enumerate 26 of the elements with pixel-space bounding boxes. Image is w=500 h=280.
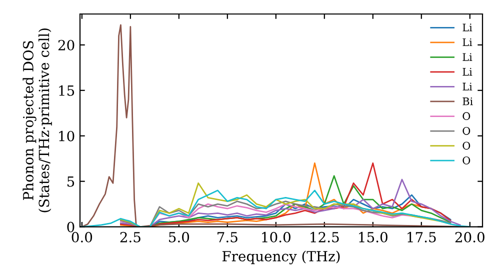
legend-label: O	[462, 142, 470, 150]
y-axis-title: Phonon projected DOS (States/THz·primitive cell)	[22, 28, 52, 212]
legend-label: Li	[462, 38, 472, 46]
x-tick-label: 17.5	[408, 232, 436, 242]
y-tick-label: 5	[67, 176, 74, 187]
x-tick-label: 5.0	[169, 232, 190, 242]
y-tick-label: 20	[58, 40, 74, 50]
y-tick-label: 0	[67, 222, 74, 232]
x-tick-label: 20.0	[455, 232, 484, 242]
legend-label: Bi	[462, 97, 473, 106]
legend-label: O	[462, 126, 470, 135]
y-tick-label: 15	[59, 85, 74, 96]
x-tick-label: 12.5	[310, 232, 339, 242]
x-tick-label: 15.0	[359, 232, 388, 242]
legend-label: Li	[462, 68, 472, 76]
legend-label: Li	[462, 82, 472, 90]
legend-label: Li	[462, 53, 472, 61]
x-tick-label: 0.0	[72, 232, 92, 242]
x-tick-label: 2.5	[120, 232, 140, 242]
y-tick-label: 10	[59, 130, 74, 142]
legend-label: Li	[462, 24, 472, 32]
legend-label: O	[462, 156, 470, 164]
legend-label: O	[462, 112, 470, 120]
x-tick-label: 7.5	[218, 232, 238, 242]
x-tick-label: 10.0	[262, 232, 290, 242]
x-axis-title: Frequency (THz)	[222, 250, 340, 264]
